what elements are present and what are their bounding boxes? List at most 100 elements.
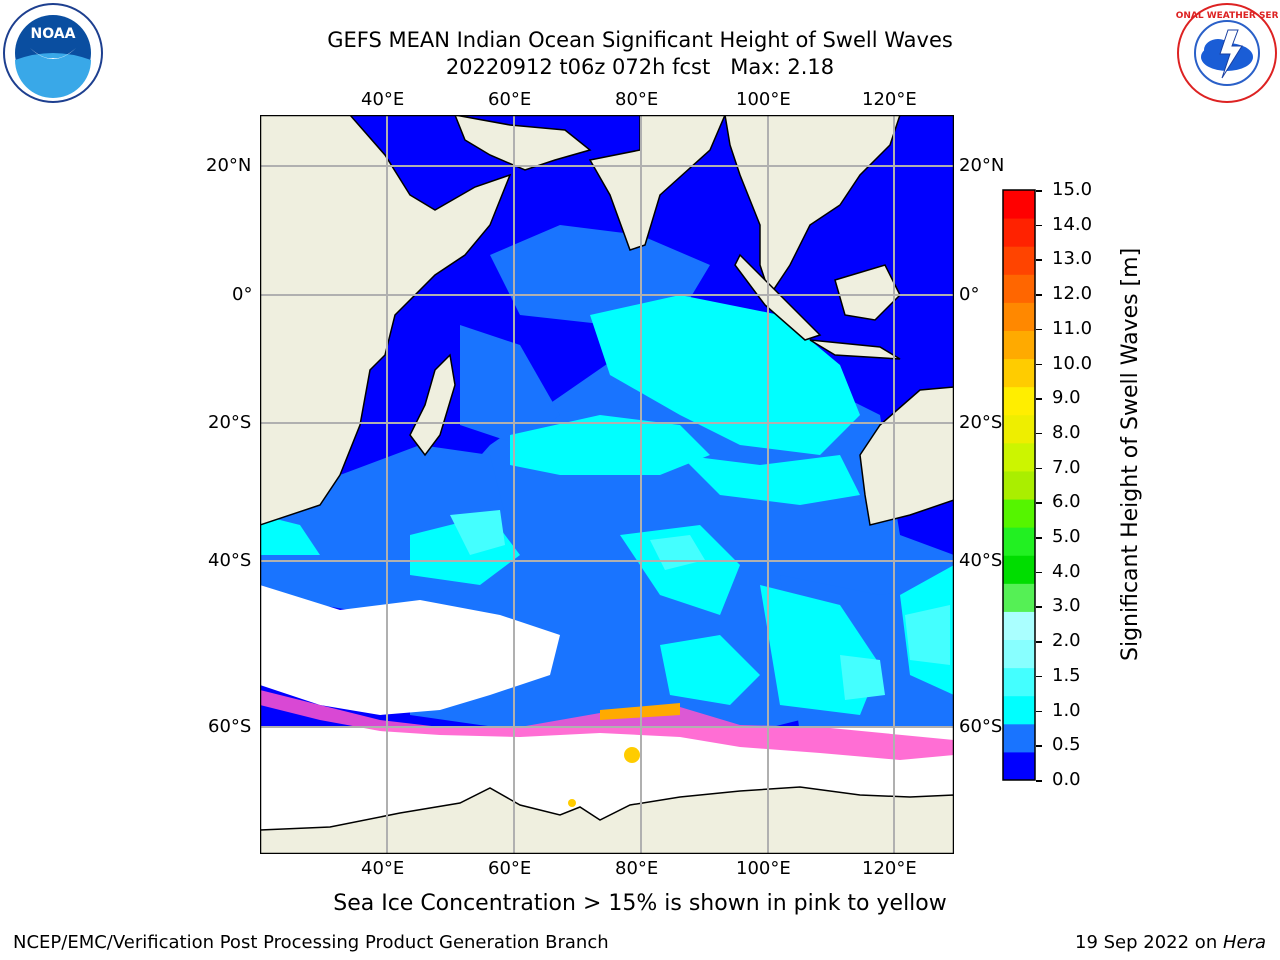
colorbar-segment <box>1003 751 1035 781</box>
lat-tick-left: 60°S <box>208 716 252 737</box>
graticule <box>260 115 954 854</box>
lon-tick-top: 120°E <box>862 89 917 110</box>
colorbar-tick-mark <box>1036 606 1042 608</box>
land-sumatra <box>734 253 822 341</box>
chart-subtitle: 20220912 t06z 072h fcst Max: 2.18 <box>445 55 835 79</box>
colorbar-tick-label: 0.0 <box>1052 769 1081 790</box>
lat-tick-right: 40°S <box>959 550 1003 571</box>
colorbar-tick-mark <box>1036 675 1042 678</box>
land-madagascar <box>409 353 456 457</box>
colorbar-segment <box>1003 274 1035 303</box>
colorbar-tick-label: 14.0 <box>1052 213 1093 235</box>
colorbar-tick-label: 1.5 <box>1052 664 1081 686</box>
lon-tick-top: 80°E <box>615 89 659 110</box>
nws-logo: NATIONAL WEATHER SERVICE <box>1176 3 1278 103</box>
colorbar-tick-mark <box>1036 710 1042 713</box>
lat-tick-left: 40°S <box>208 550 252 571</box>
colorbar-segment <box>1003 583 1035 612</box>
colorbar-tick-mark <box>1036 294 1042 296</box>
colorbar-tick-label: 8.0 <box>1052 421 1081 443</box>
colorbar-tick-label: 10.0 <box>1052 352 1093 374</box>
colorbar-frame <box>1002 189 1036 781</box>
colorbar <box>1002 189 1036 781</box>
colorbar-segment <box>1003 302 1035 331</box>
colorbar-tick-label: 12.0 <box>1052 283 1093 305</box>
lon-tick-bottom: 120°E <box>862 858 917 879</box>
lon-tick-bottom: 40°E <box>361 858 405 879</box>
sea-ice-north <box>260 585 560 715</box>
lon-tick-top: 40°E <box>361 89 405 110</box>
colorbar-tick-label: 9.0 <box>1052 387 1081 409</box>
colorbar-segment <box>1003 190 1035 219</box>
lat-tick-right: 60°S <box>959 716 1003 737</box>
colorbar-tick-mark <box>1036 363 1042 366</box>
colorbar-tick-label: 11.0 <box>1052 317 1093 339</box>
colorbar-tick-label: 15.0 <box>1052 179 1093 200</box>
lat-tick-right: 20°N <box>959 155 1005 176</box>
lat-tick-left: 20°S <box>208 412 252 433</box>
footer-date: 19 Sep 2022 on Hera <box>1075 932 1266 953</box>
colorbar-tick-label: 2.0 <box>1052 630 1081 652</box>
colorbar-tick-mark <box>1036 502 1042 504</box>
sea-ice-patch-2 <box>568 799 576 807</box>
colorbar-tick-mark <box>1036 190 1042 192</box>
colorbar-segment <box>1003 246 1035 275</box>
colorbar-segment <box>1003 639 1035 669</box>
land-arabia <box>454 115 592 171</box>
sea-ice-caption: Sea Ice Concentration > 15% is shown in … <box>333 891 947 916</box>
colorbar-tick-mark <box>1036 641 1042 643</box>
sea-ice-patch <box>624 747 640 763</box>
lon-tick-top: 100°E <box>736 89 791 110</box>
colorbar-segment <box>1003 330 1035 360</box>
colorbar-segment <box>1003 358 1035 388</box>
colorbar-tick-label: 0.5 <box>1052 734 1081 756</box>
noaa-logo: NOAA <box>3 3 103 103</box>
colorbar-segment <box>1003 218 1035 247</box>
colorbar-tick-mark <box>1036 780 1042 782</box>
land-java <box>809 339 901 360</box>
lon-tick-bottom: 80°E <box>615 858 659 879</box>
colorbar-tick-label: 1.0 <box>1052 699 1081 721</box>
lon-tick-bottom: 100°E <box>736 858 791 879</box>
colorbar-tick-mark <box>1036 328 1042 331</box>
colorbar-tick-mark <box>1036 432 1042 435</box>
colorbar-tick-mark <box>1036 745 1042 747</box>
colorbar-tick-label: 13.0 <box>1052 248 1093 270</box>
lat-tick-right: 0° <box>959 284 980 305</box>
colorbar-tick-mark <box>1036 259 1042 261</box>
colorbar-tick-label: 6.0 <box>1052 491 1081 513</box>
colorbar-tick-label: 7.0 <box>1052 456 1081 478</box>
lat-tick-left: 20°N <box>206 155 252 176</box>
colorbar-segment <box>1003 499 1035 528</box>
map-frame <box>260 115 954 854</box>
colorbar-tick-label: 3.0 <box>1052 595 1081 617</box>
colorbar-segment <box>1003 695 1035 725</box>
colorbar-tick-mark <box>1036 467 1042 470</box>
colorbar-tick-label: 4.0 <box>1052 560 1081 582</box>
colorbar-segment <box>1003 555 1035 584</box>
colorbar-tick-mark <box>1036 571 1042 574</box>
colorbar-segment <box>1003 667 1035 697</box>
nws-logo-text: NATIONAL WEATHER SERVICE <box>1176 11 1278 21</box>
colorbar-segment <box>1003 386 1035 416</box>
footer-host: Hera <box>1222 932 1266 953</box>
colorbar-tick-mark <box>1036 537 1042 539</box>
colorbar-tick-mark <box>1036 398 1042 400</box>
lon-tick-top: 60°E <box>488 89 532 110</box>
sea-ice-edge <box>260 690 954 760</box>
colorbar-tick-mark <box>1036 224 1042 227</box>
noaa-logo-text: NOAA <box>31 26 76 42</box>
colorbar-segment <box>1003 442 1035 472</box>
colorbar-segment <box>1003 414 1035 444</box>
lon-tick-bottom: 60°E <box>488 858 532 879</box>
colorbar-segment <box>1003 723 1035 753</box>
colorbar-label: Significant Height of Swell Waves [m] <box>1118 247 1143 661</box>
colorbar-segment <box>1003 470 1035 500</box>
swell-map <box>260 115 954 854</box>
chart-title: GEFS MEAN Indian Ocean Significant Heigh… <box>327 28 953 52</box>
land-borneo <box>834 264 901 321</box>
footer-date-text: 19 Sep 2022 on <box>1075 932 1223 953</box>
lat-tick-left: 0° <box>232 284 253 305</box>
colorbar-tick-label: 5.0 <box>1052 526 1081 548</box>
footer-credit: NCEP/EMC/Verification Post Processing Pr… <box>13 932 609 953</box>
